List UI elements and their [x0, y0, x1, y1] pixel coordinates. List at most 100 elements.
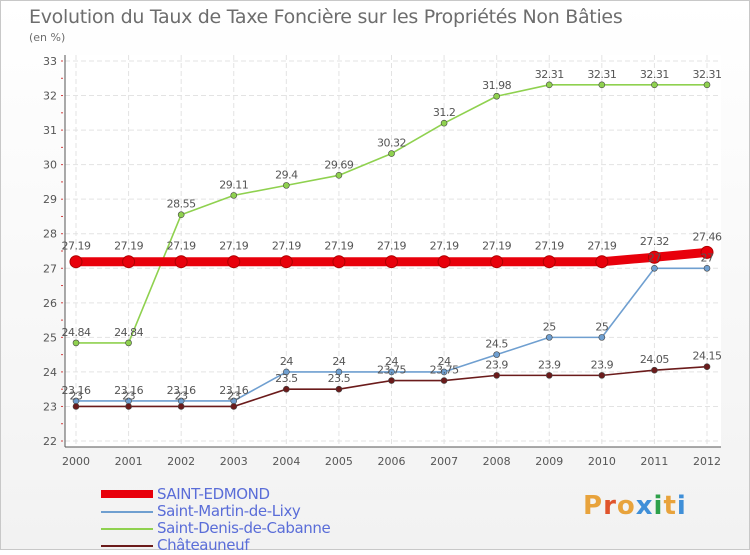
data-point-saint-martin-de-lixy	[335, 368, 343, 376]
data-label-chateauneuf: 23.75	[377, 364, 406, 377]
legend-label-saint-martin-de-lixy: Saint-Martin-de-Lixy	[157, 502, 301, 520]
x-tick-label: 2007	[430, 455, 458, 468]
y-tick-label: 30	[43, 159, 57, 172]
data-point-saint-denis-de-cabanne	[230, 192, 238, 199]
logo-letter: t	[663, 491, 677, 521]
data-point-chateauneuf	[440, 377, 448, 384]
data-point-saint-denis-de-cabanne	[335, 172, 343, 179]
data-label-saint-edmond: 27.19	[324, 240, 353, 253]
legend-swatch-saint-martin-de-lixy	[101, 511, 153, 513]
data-label-saint-denis-de-cabanne: 29.4	[275, 168, 298, 181]
data-point-saint-martin-de-lixy	[283, 368, 290, 376]
data-point-saint-martin-de-lixy	[703, 264, 711, 272]
data-label-saint-edmond: 27.19	[219, 240, 248, 253]
data-label-saint-denis-de-cabanne: 28.55	[167, 198, 196, 211]
data-point-saint-denis-de-cabanne	[598, 81, 606, 89]
data-label-chateauneuf: 24.05	[640, 353, 669, 366]
data-point-saint-martin-de-lixy	[545, 334, 553, 341]
data-label-saint-martin-de-lixy: 24.5	[485, 338, 508, 351]
data-label-saint-martin-de-lixy: 24	[280, 355, 293, 368]
legend-swatch-saint-edmond	[101, 490, 153, 498]
data-label-saint-denis-de-cabanne: 24.84	[114, 326, 143, 339]
data-point-saint-edmond	[595, 255, 609, 269]
data-label-chateauneuf: 23	[122, 389, 135, 402]
data-label-saint-edmond: 27.19	[114, 240, 143, 253]
data-label-saint-denis-de-cabanne: 32.31	[587, 68, 616, 81]
data-label-saint-denis-de-cabanne: 24.84	[62, 326, 91, 339]
y-tick-label: 24	[43, 366, 57, 379]
data-point-saint-edmond	[332, 255, 346, 269]
y-tick-label: 26	[43, 297, 57, 310]
data-label-saint-denis-de-cabanne: 32.31	[535, 68, 564, 81]
data-label-saint-martin-de-lixy: 23.16	[219, 384, 248, 397]
data-label-saint-edmond: 27.19	[167, 240, 196, 253]
data-label-chateauneuf: 23.5	[328, 372, 351, 385]
data-label-saint-edmond: 27.19	[430, 240, 459, 253]
data-label-chateauneuf: 23.9	[485, 358, 508, 371]
data-label-saint-edmond: 27.19	[272, 240, 301, 253]
data-label-saint-edmond: 27.19	[535, 240, 564, 253]
data-label-chateauneuf: 24.15	[693, 350, 722, 363]
data-label-chateauneuf: 23.9	[538, 358, 561, 371]
data-label-saint-martin-de-lixy: 24	[332, 355, 345, 368]
data-point-saint-denis-de-cabanne	[440, 119, 448, 127]
data-point-saint-edmond	[69, 255, 83, 269]
data-label-saint-martin-de-lixy: 25	[543, 320, 556, 333]
data-point-saint-edmond	[700, 245, 714, 259]
data-label-saint-martin-de-lixy: 24	[385, 355, 398, 368]
data-point-saint-edmond	[385, 255, 398, 269]
data-point-saint-edmond	[437, 255, 451, 269]
data-label-saint-denis-de-cabanne: 31.2	[433, 106, 456, 119]
data-label-chateauneuf: 23.9	[591, 358, 614, 371]
data-label-saint-edmond: 27.19	[587, 240, 616, 253]
data-point-saint-denis-de-cabanne	[493, 92, 500, 100]
data-label-saint-denis-de-cabanne: 31.98	[482, 79, 511, 92]
proxiti-logo: Proxiti	[583, 491, 687, 521]
data-label-saint-edmond: 27.19	[482, 240, 511, 253]
data-point-saint-edmond	[490, 255, 504, 269]
data-label-chateauneuf: 23.5	[275, 372, 298, 385]
x-tick-label: 2002	[167, 455, 195, 468]
x-tick-label: 2009	[535, 455, 563, 468]
data-point-chateauneuf	[335, 385, 343, 393]
data-label-chateauneuf: 23	[70, 389, 83, 402]
data-point-saint-denis-de-cabanne	[283, 182, 290, 189]
data-point-chateauneuf	[598, 372, 606, 379]
data-point-chateauneuf	[703, 363, 711, 371]
unit-label: (en %)	[29, 31, 66, 44]
data-point-saint-denis-de-cabanne	[545, 81, 553, 89]
data-point-saint-denis-de-cabanne	[72, 339, 80, 347]
data-point-saint-martin-de-lixy	[493, 351, 500, 358]
data-point-saint-denis-de-cabanne	[388, 150, 395, 157]
y-tick-label: 25	[43, 331, 57, 344]
data-label-saint-martin-de-lixy: 27	[701, 251, 714, 264]
data-label-saint-denis-de-cabanne: 32.31	[693, 68, 722, 81]
logo-letter: r	[603, 491, 617, 521]
y-tick-label: 29	[43, 193, 57, 206]
data-label-saint-denis-de-cabanne: 30.32	[377, 137, 406, 150]
data-point-saint-denis-de-cabanne	[651, 81, 658, 89]
x-tick-label: 2004	[272, 455, 300, 468]
data-label-saint-denis-de-cabanne: 32.31	[640, 68, 669, 81]
y-tick-label: 22	[43, 435, 57, 448]
logo-letter: i	[653, 491, 664, 521]
data-label-saint-edmond: 27.46	[693, 230, 722, 243]
y-tick-label: 31	[43, 124, 57, 137]
data-point-saint-martin-de-lixy	[440, 368, 448, 376]
data-point-saint-edmond	[279, 255, 293, 269]
data-label-saint-denis-de-cabanne: 29.11	[219, 178, 248, 191]
chart-title: Evolution du Taux de Taxe Foncière sur l…	[29, 6, 623, 28]
x-tick-label: 2012	[693, 455, 721, 468]
data-point-chateauneuf	[545, 372, 553, 379]
y-tick-label: 32	[43, 90, 57, 103]
data-point-chateauneuf	[283, 385, 290, 393]
data-point-saint-martin-de-lixy	[598, 334, 606, 341]
data-point-chateauneuf	[388, 377, 395, 384]
data-point-saint-denis-de-cabanne	[703, 81, 711, 89]
data-label-saint-edmond: 27.32	[640, 235, 669, 248]
data-point-chateauneuf	[230, 403, 238, 410]
logo-letter: P	[583, 491, 604, 521]
x-tick-label: 2010	[588, 455, 616, 468]
